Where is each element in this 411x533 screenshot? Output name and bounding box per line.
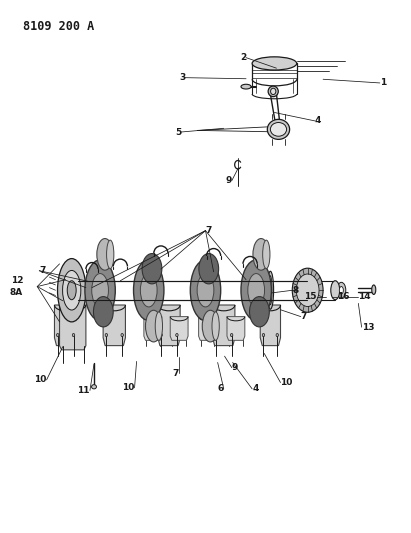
Ellipse shape bbox=[62, 270, 81, 310]
Polygon shape bbox=[199, 317, 217, 341]
Text: 10: 10 bbox=[122, 383, 134, 392]
Ellipse shape bbox=[199, 254, 219, 284]
Text: 8A: 8A bbox=[10, 288, 23, 297]
Ellipse shape bbox=[145, 310, 162, 342]
Text: 13: 13 bbox=[362, 322, 374, 332]
Ellipse shape bbox=[267, 119, 290, 140]
Polygon shape bbox=[170, 317, 188, 341]
Polygon shape bbox=[103, 305, 125, 345]
Ellipse shape bbox=[270, 88, 276, 94]
Ellipse shape bbox=[248, 273, 265, 307]
Ellipse shape bbox=[372, 285, 376, 294]
Ellipse shape bbox=[175, 334, 178, 337]
Text: 3: 3 bbox=[179, 73, 185, 82]
Ellipse shape bbox=[197, 273, 214, 307]
Text: 10: 10 bbox=[280, 378, 293, 387]
Ellipse shape bbox=[262, 334, 265, 337]
Ellipse shape bbox=[92, 385, 97, 389]
Text: 5: 5 bbox=[175, 127, 181, 136]
Polygon shape bbox=[144, 317, 162, 341]
Ellipse shape bbox=[268, 86, 278, 96]
Ellipse shape bbox=[105, 334, 108, 337]
Ellipse shape bbox=[56, 334, 59, 337]
Ellipse shape bbox=[253, 239, 269, 270]
Ellipse shape bbox=[296, 274, 319, 306]
Ellipse shape bbox=[97, 239, 113, 270]
Text: 7: 7 bbox=[206, 226, 212, 235]
Ellipse shape bbox=[134, 260, 164, 320]
Text: 9: 9 bbox=[226, 176, 232, 185]
Ellipse shape bbox=[337, 282, 346, 298]
Ellipse shape bbox=[155, 312, 162, 341]
Ellipse shape bbox=[270, 123, 286, 136]
Ellipse shape bbox=[67, 281, 76, 300]
Text: 7: 7 bbox=[173, 368, 179, 377]
Text: 2: 2 bbox=[240, 53, 246, 62]
Text: 4: 4 bbox=[315, 116, 321, 125]
Ellipse shape bbox=[249, 296, 269, 327]
Ellipse shape bbox=[252, 57, 297, 70]
Polygon shape bbox=[55, 305, 77, 345]
Ellipse shape bbox=[263, 240, 270, 269]
Ellipse shape bbox=[212, 312, 219, 341]
Text: 1: 1 bbox=[380, 78, 386, 87]
Ellipse shape bbox=[267, 271, 274, 309]
Ellipse shape bbox=[142, 254, 162, 284]
Text: 7: 7 bbox=[301, 312, 307, 321]
Text: 8: 8 bbox=[293, 286, 299, 295]
Ellipse shape bbox=[121, 334, 123, 337]
Text: 14: 14 bbox=[358, 292, 370, 301]
Ellipse shape bbox=[85, 260, 115, 320]
Polygon shape bbox=[212, 305, 235, 345]
Text: 8109 200 A: 8109 200 A bbox=[23, 20, 94, 33]
Ellipse shape bbox=[241, 84, 251, 89]
Ellipse shape bbox=[339, 287, 343, 294]
Text: 7: 7 bbox=[39, 266, 46, 275]
Ellipse shape bbox=[215, 334, 217, 337]
Polygon shape bbox=[60, 305, 86, 350]
Text: 11: 11 bbox=[77, 386, 90, 395]
Text: 4: 4 bbox=[252, 384, 259, 393]
Polygon shape bbox=[158, 305, 180, 345]
Ellipse shape bbox=[231, 334, 233, 337]
Text: 16: 16 bbox=[337, 292, 350, 301]
Ellipse shape bbox=[292, 268, 323, 312]
Text: 10: 10 bbox=[34, 375, 46, 384]
Ellipse shape bbox=[202, 310, 219, 342]
Ellipse shape bbox=[58, 259, 86, 322]
Polygon shape bbox=[260, 305, 280, 345]
Text: 12: 12 bbox=[11, 276, 23, 285]
Ellipse shape bbox=[241, 260, 271, 320]
Ellipse shape bbox=[106, 240, 114, 269]
Text: 15: 15 bbox=[305, 292, 317, 301]
Ellipse shape bbox=[92, 273, 109, 307]
Ellipse shape bbox=[269, 276, 272, 305]
Ellipse shape bbox=[190, 260, 221, 320]
Polygon shape bbox=[227, 317, 245, 341]
Ellipse shape bbox=[141, 273, 157, 307]
Text: 6: 6 bbox=[217, 384, 224, 393]
Ellipse shape bbox=[72, 334, 75, 337]
Text: 9: 9 bbox=[232, 364, 238, 372]
Ellipse shape bbox=[93, 296, 113, 327]
Ellipse shape bbox=[331, 281, 340, 300]
Ellipse shape bbox=[276, 334, 279, 337]
Ellipse shape bbox=[160, 334, 162, 337]
